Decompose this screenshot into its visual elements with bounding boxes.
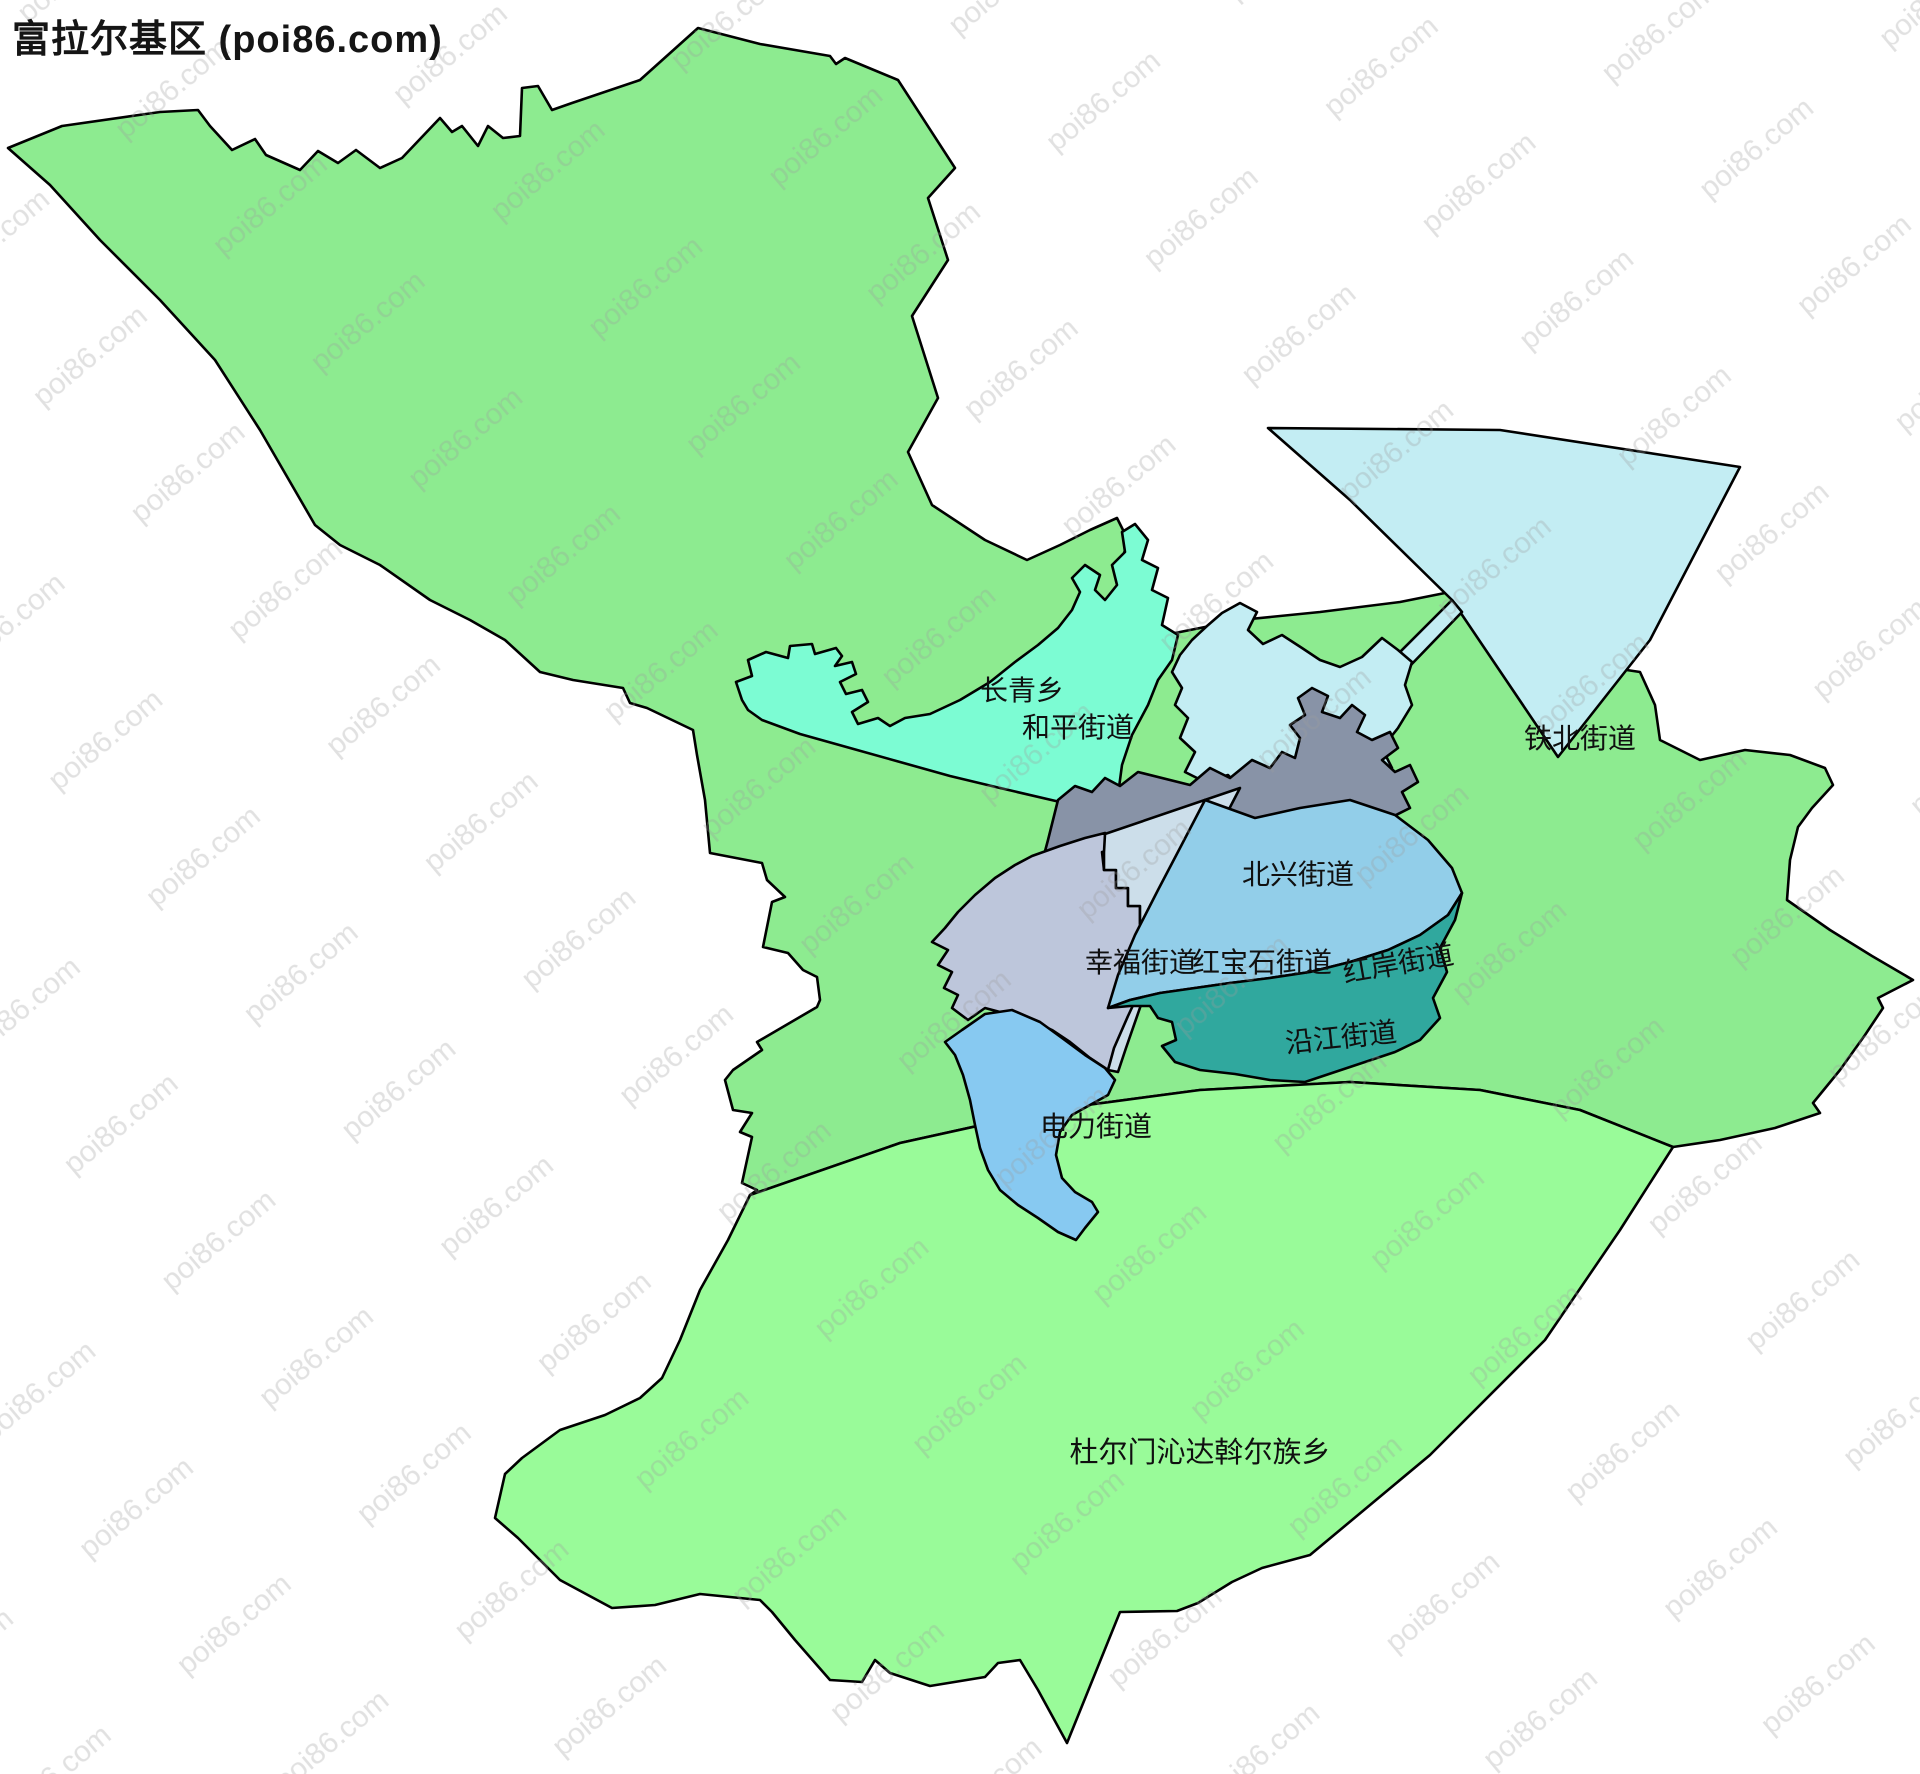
region-label-xingfu: 幸福街道: [1085, 947, 1197, 978]
region-label-dianli: 电力街道: [1040, 1111, 1152, 1142]
region-label-changqingxiang: 长青乡: [980, 675, 1064, 706]
page-title: 富拉尔基区 (poi86.com): [12, 19, 443, 61]
region-label-duermenqin: 杜尔门沁达斡尔族乡: [1069, 1436, 1330, 1469]
region-label-hongbaoshi: 红宝石街道: [1192, 947, 1332, 978]
region-label-heping: 和平街道: [1022, 712, 1134, 743]
region-label-beixing: 北兴街道: [1242, 859, 1354, 890]
region-label-tiebei: 铁北街道: [1524, 723, 1636, 754]
